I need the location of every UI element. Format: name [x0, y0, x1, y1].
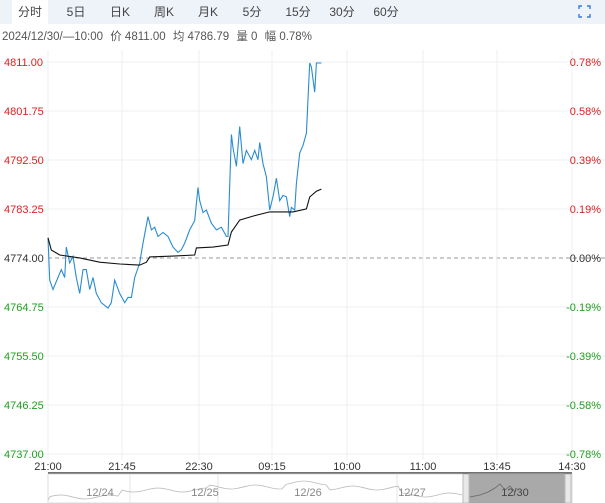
- fullscreen-icon[interactable]: [578, 5, 591, 18]
- navigator-date: 12/24: [86, 487, 114, 499]
- info-volume: 量 0: [236, 31, 258, 43]
- y-tick-right: -0.58%: [566, 400, 601, 412]
- y-tick-left: 4811.00: [4, 57, 43, 69]
- navigator-date: 12/27: [398, 487, 426, 499]
- navigator-selection-line: [469, 483, 516, 498]
- tab-2[interactable]: 日K: [109, 5, 130, 19]
- y-tick-right: 0.78%: [570, 57, 601, 69]
- tab-3[interactable]: 周K: [153, 5, 174, 19]
- x-tick: 10:00: [333, 461, 361, 473]
- tab-5[interactable]: 5分: [242, 5, 262, 19]
- y-tick-right: 0.19%: [570, 204, 601, 216]
- y-tick-left: 4755.50: [4, 351, 44, 363]
- y-tick-left: 4737.00: [4, 449, 44, 461]
- navigator-handle-left[interactable]: [462, 473, 470, 503]
- y-tick-right: 0.58%: [570, 106, 601, 118]
- navigator-date: 12/30: [501, 487, 529, 499]
- y-tick-right: 0.00%: [570, 253, 601, 265]
- tab-8[interactable]: 60分: [373, 5, 399, 19]
- navigator-date: 12/25: [191, 487, 219, 499]
- navigator-line: [47, 480, 463, 501]
- y-tick-left: 4783.25: [4, 204, 44, 216]
- info-datetime: 2024/12/30/—10:00: [2, 31, 104, 43]
- x-tick: 22:30: [185, 461, 213, 473]
- quote-info: 2024/12/30/—10:00 价 4811.00 均 4786.79 量 …: [2, 28, 316, 44]
- x-tick: 14:30: [558, 461, 586, 473]
- info-price: 价 4811.00: [110, 31, 166, 43]
- x-tick: 09:15: [258, 461, 286, 473]
- y-tick-right: -0.78%: [566, 449, 601, 461]
- y-tick-left: 4774.00: [4, 253, 44, 265]
- x-tick: 21:00: [34, 461, 62, 473]
- x-tick: 11:00: [410, 461, 437, 473]
- y-tick-right: -0.19%: [566, 302, 601, 314]
- y-tick-left: 4801.75: [4, 106, 44, 118]
- period-tabs: 分时 5日 日K 周K 月K 5分 15分 30分 60分: [0, 0, 605, 24]
- navigator-handle-right[interactable]: [564, 473, 572, 503]
- navigator-selection[interactable]: [465, 474, 569, 503]
- tab-7[interactable]: 30分: [329, 5, 355, 19]
- tab-6[interactable]: 15分: [285, 5, 311, 19]
- y-tick-left: 4746.25: [4, 400, 44, 412]
- y-tick-left: 4764.75: [4, 302, 44, 314]
- info-avg: 均 4786.79: [172, 31, 230, 43]
- info-change: 幅 0.78%: [264, 31, 312, 43]
- x-tick: 13:45: [483, 461, 511, 473]
- x-tick: 21:45: [108, 461, 136, 473]
- tab-1[interactable]: 5日: [66, 5, 86, 19]
- y-tick-left: 4792.50: [4, 155, 44, 167]
- navigator-date: 12/26: [294, 487, 322, 499]
- y-tick-right: -0.39%: [566, 351, 601, 363]
- tab-4[interactable]: 月K: [197, 5, 218, 19]
- price-line: [47, 62, 322, 309]
- average-line: [47, 188, 322, 266]
- tab-0[interactable]: 分时: [12, 0, 48, 24]
- y-tick-right: 0.39%: [570, 155, 601, 167]
